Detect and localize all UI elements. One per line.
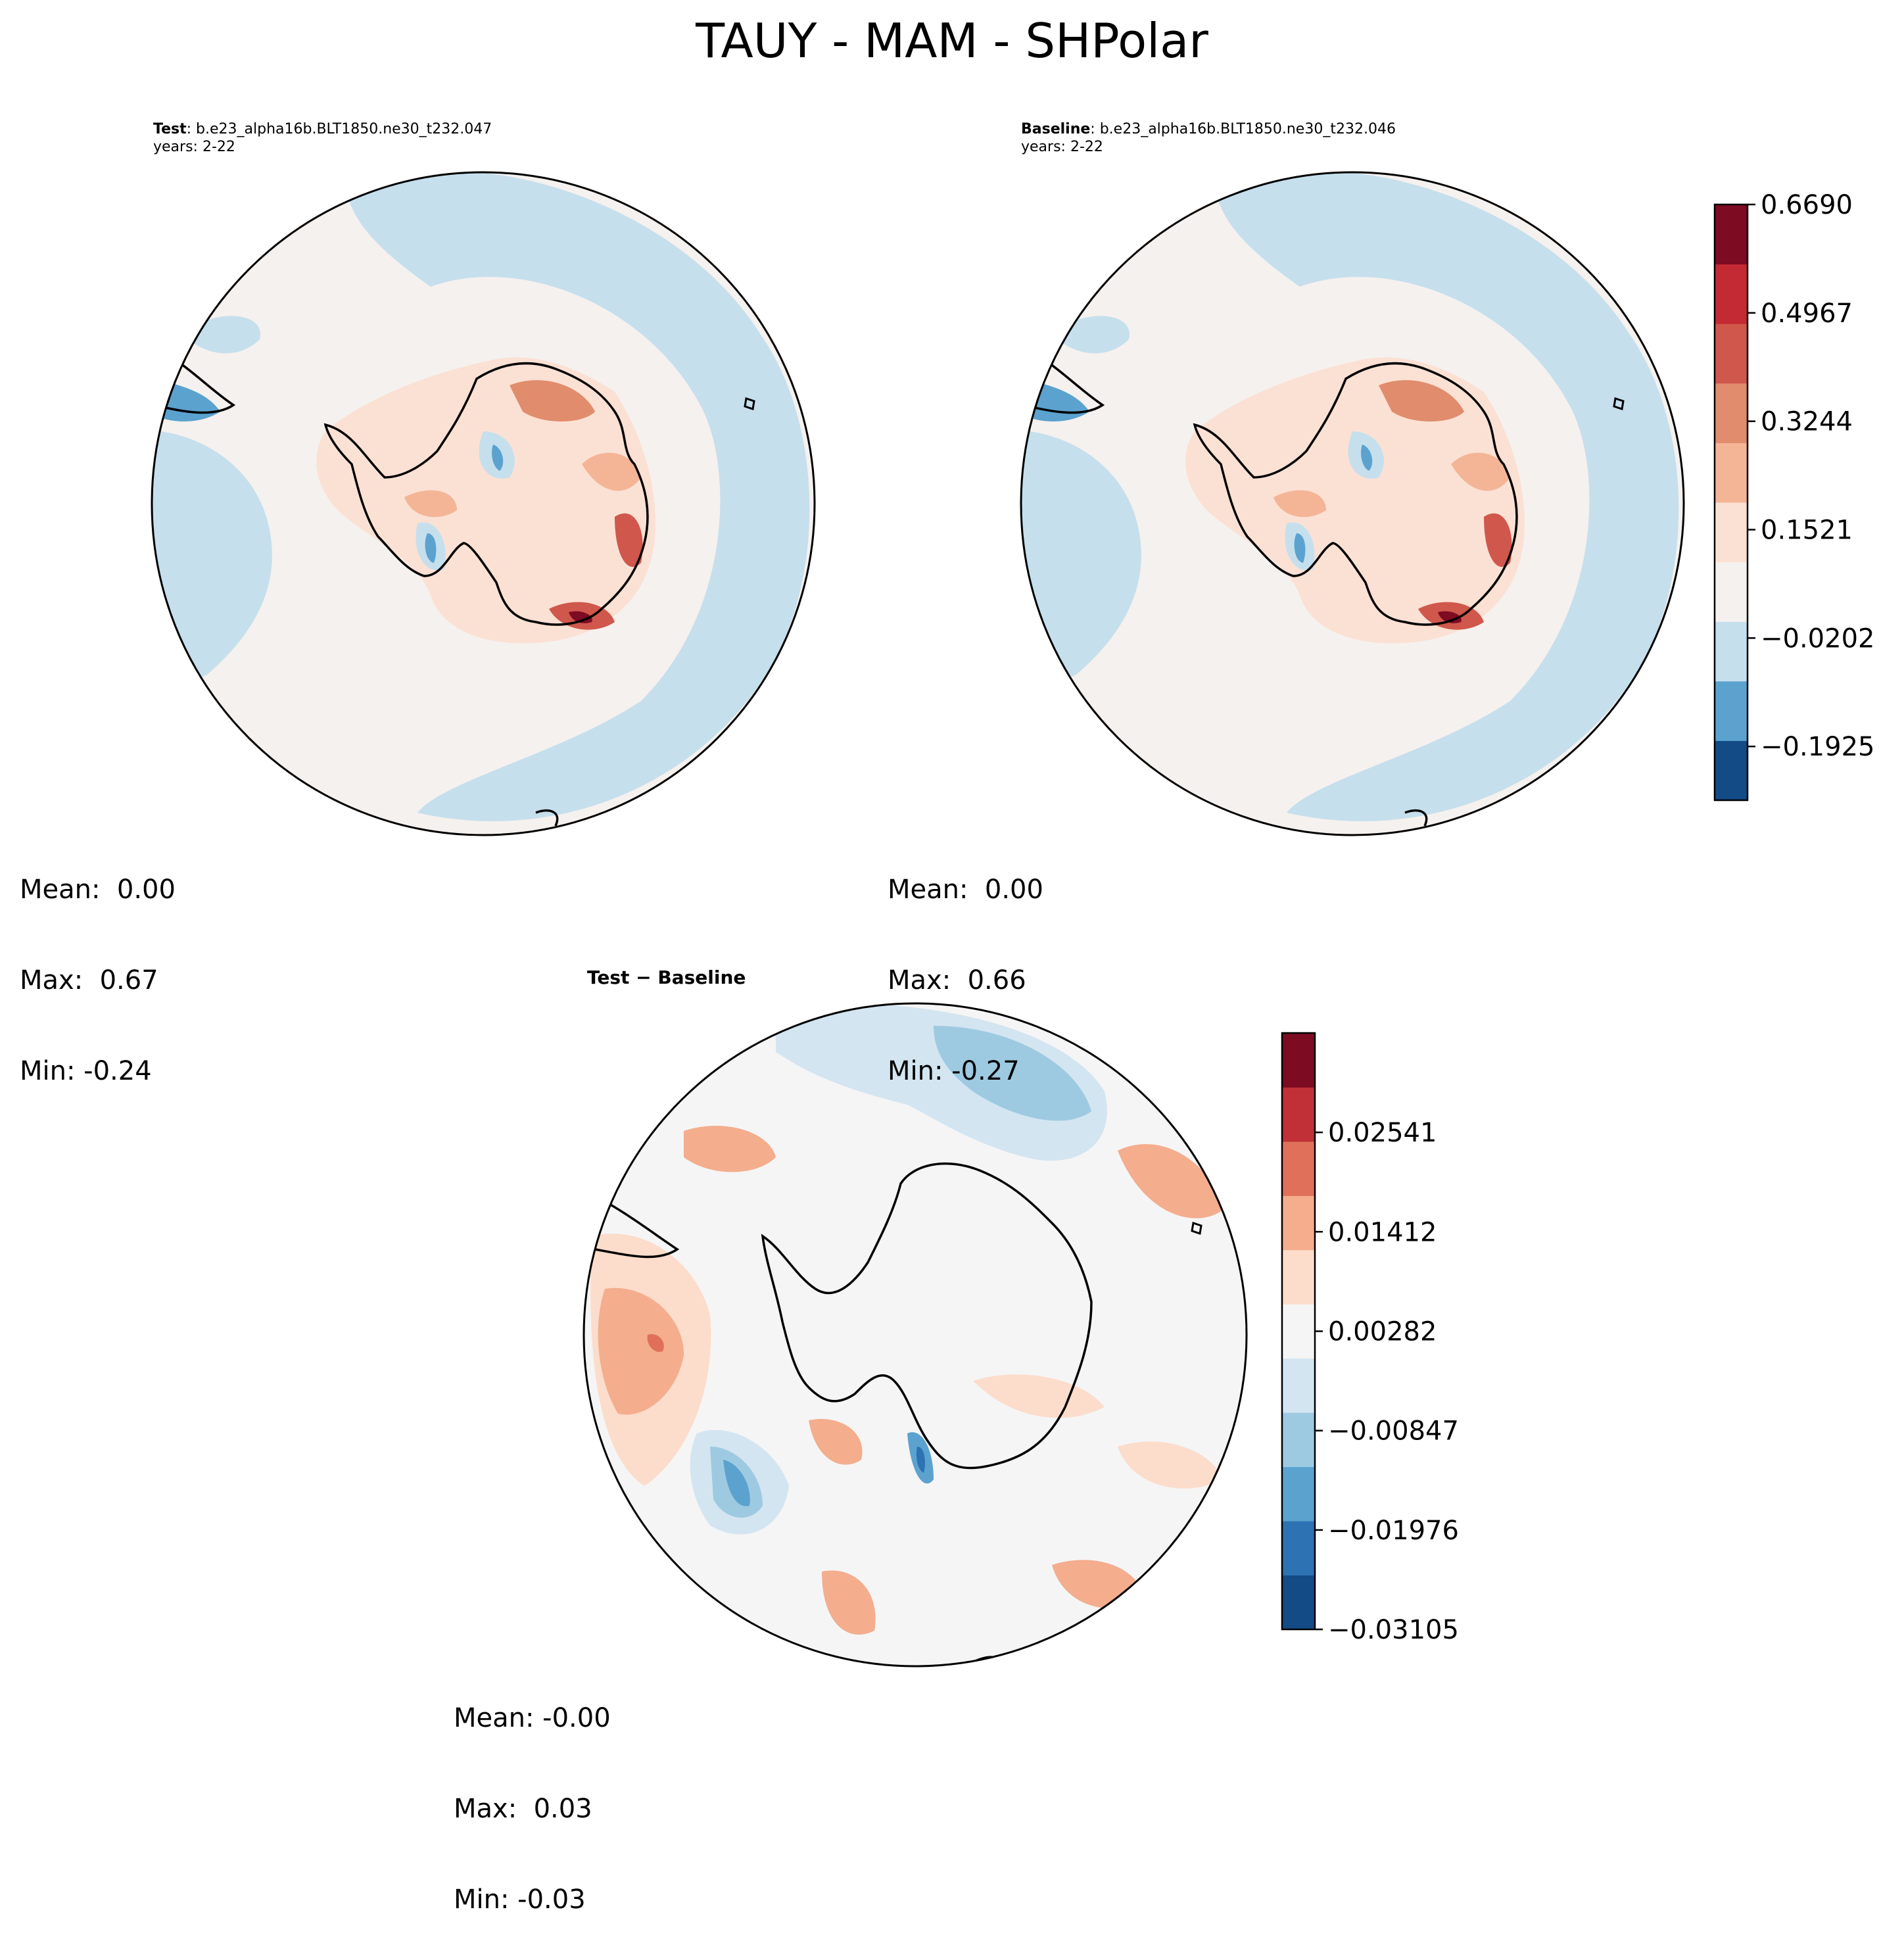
difference-map-boundary (583, 1002, 1248, 1668)
difference-stats: Mean: -0.00 Max: 0.03 Min: -0.03 (454, 1643, 611, 1945)
difference-colorbar: −0.03105 −0.01976 −0.00847 0.00282 0.01412 0.… (1281, 1032, 1459, 1645)
difference-colorbar-tick-label: −0.01976 (1328, 1516, 1459, 1546)
difference-colorbar-tick-label: 0.00282 (1328, 1317, 1437, 1347)
field-colorbar-segment (1715, 204, 1748, 265)
baseline-stats: Mean: 0.00 Max: 0.66 Min: -0.27 (888, 814, 1043, 1117)
field-colorbar-segment (1715, 502, 1748, 563)
baseline-case-name: : b.e23_alpha16b.BLT1850.ne30_t232.046 (1090, 121, 1396, 137)
difference-mean: Mean: -0.00 (454, 1703, 611, 1733)
difference-colorbar-segment (1282, 1304, 1315, 1359)
difference-colorbar-segment (1282, 1195, 1315, 1251)
field-colorbar-segment (1715, 562, 1748, 622)
difference-colorbar-segment (1282, 1087, 1315, 1142)
test-case-name: : b.e23_alpha16b.BLT1850.ne30_t232.047 (186, 121, 492, 137)
test-max: Max: 0.67 (20, 965, 158, 996)
field-colorbar-tick-label: −0.1925 (1761, 732, 1874, 762)
difference-min: Min: -0.03 (454, 1885, 586, 1915)
baseline-mean: Mean: 0.00 (888, 875, 1043, 905)
difference-colorbar-tick-label: 0.01412 (1328, 1217, 1437, 1247)
difference-colorbar-segment (1282, 1249, 1315, 1305)
baseline-years: years: 2-22 (1021, 139, 1103, 155)
difference-map (583, 1002, 1248, 1668)
field-colorbar-segment (1715, 681, 1748, 741)
baseline-label: Baseline (1021, 121, 1091, 137)
difference-colorbar-segment (1282, 1466, 1315, 1522)
difference-colorbar-segment (1282, 1575, 1315, 1630)
baseline-map (1020, 171, 1685, 836)
difference-colorbar-segment (1282, 1358, 1315, 1413)
field-colorbar-segment (1715, 264, 1748, 324)
baseline-panel-header: Baseline: b.e23_alpha16b.BLT1850.ne30_t2… (1021, 120, 1396, 156)
difference-panel-title: Test − Baseline (587, 967, 746, 988)
field-colorbar-segment (1715, 443, 1748, 503)
difference-colorbar-tick-label: −0.03105 (1328, 1615, 1459, 1645)
difference-max: Max: 0.03 (454, 1794, 592, 1824)
field-colorbar-tick-label: 0.1521 (1761, 516, 1853, 546)
figure-title: TAUY - MAM - SHPolar (696, 13, 1208, 68)
field-colorbar-frame (1713, 203, 1749, 802)
difference-colorbar-tick-label: −0.00847 (1328, 1416, 1459, 1447)
field-colorbar-segment (1715, 621, 1748, 682)
figure-canvas: −0.1925 −0.0202 0.1521 0.3244 0.4967 0.6690 −… (151, 171, 1874, 1668)
baseline-max: Max: 0.66 (888, 965, 1026, 996)
field-colorbar-segment (1715, 740, 1748, 801)
test-mean: Mean: 0.00 (20, 875, 176, 905)
difference-colorbar-segment (1282, 1521, 1315, 1576)
test-stats: Mean: 0.00 Max: 0.67 Min: -0.24 (20, 814, 176, 1117)
field-colorbar-segment (1715, 383, 1748, 443)
test-panel-header: Test: b.e23_alpha16b.BLT1850.ne30_t232.0… (153, 120, 492, 156)
difference-colorbar-segment (1282, 1412, 1315, 1468)
test-years: years: 2-22 (153, 139, 235, 155)
field-colorbar-segment (1715, 324, 1748, 384)
test-map (151, 171, 816, 836)
field-colorbar-tick-label: 0.4967 (1761, 299, 1853, 329)
difference-colorbar-segment (1282, 1141, 1315, 1196)
test-min: Min: -0.24 (20, 1056, 152, 1086)
field-colorbar: −0.1925 −0.0202 0.1521 0.3244 0.4967 0.6690 (1713, 190, 1874, 802)
field-colorbar-tick-label: −0.0202 (1761, 623, 1874, 654)
baseline-min: Min: -0.27 (888, 1056, 1020, 1086)
difference-colorbar-tick-label: 0.02541 (1328, 1118, 1437, 1148)
field-colorbar-tick-label: 0.6690 (1761, 190, 1853, 220)
difference-colorbar-segment (1282, 1033, 1315, 1088)
baseline-map-boundary (1020, 171, 1685, 836)
field-colorbar-tick-label: 0.3244 (1761, 407, 1853, 437)
test-map-boundary (151, 171, 816, 836)
test-label: Test (153, 121, 187, 137)
